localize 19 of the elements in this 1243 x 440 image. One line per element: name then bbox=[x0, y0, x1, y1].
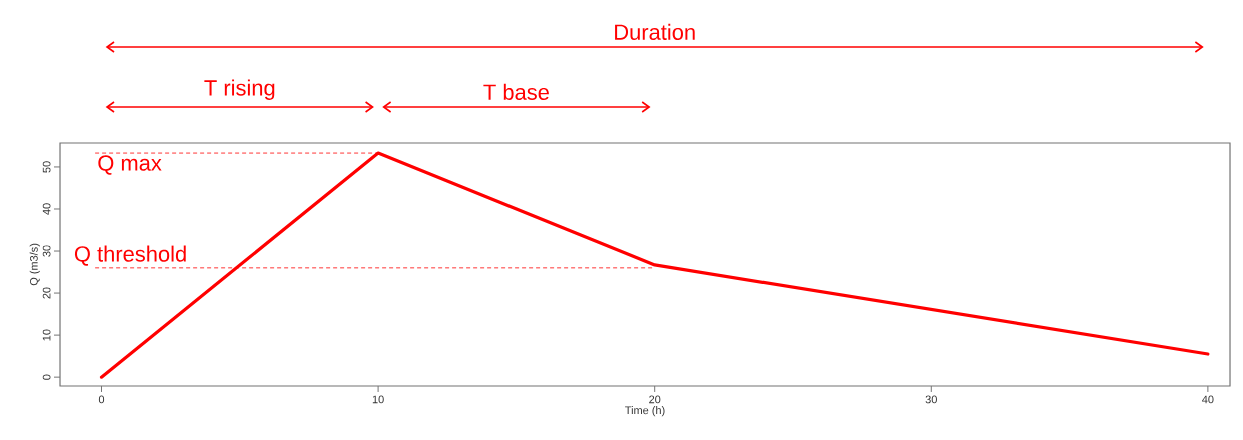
y-tick-label: 0 bbox=[42, 374, 51, 380]
ref-line-label: Q threshold bbox=[74, 245, 186, 266]
y-tick-label: 40 bbox=[42, 203, 51, 215]
text: T rising bbox=[204, 79, 275, 100]
line-series bbox=[99, 151, 1210, 379]
y-tick-label: 10 bbox=[42, 329, 51, 341]
x-tick-label: 0 bbox=[98, 395, 105, 404]
y-tick-label: 50 bbox=[42, 161, 51, 173]
y-axis-title: Q (m3/s) bbox=[29, 243, 40, 286]
x-tick-label: 40 bbox=[1202, 395, 1214, 404]
text: Duration bbox=[615, 23, 695, 40]
y-tick-label: 20 bbox=[42, 287, 51, 299]
text: T base bbox=[483, 83, 549, 100]
x-tick-label: 30 bbox=[925, 395, 937, 404]
x-tick-label: 10 bbox=[372, 395, 384, 404]
ref-line-label: Q max bbox=[98, 155, 162, 175]
y-tick-label: 30 bbox=[42, 245, 51, 257]
x-tick-label: 20 bbox=[649, 395, 661, 404]
x-axis-title: Time (h) bbox=[625, 406, 665, 417]
